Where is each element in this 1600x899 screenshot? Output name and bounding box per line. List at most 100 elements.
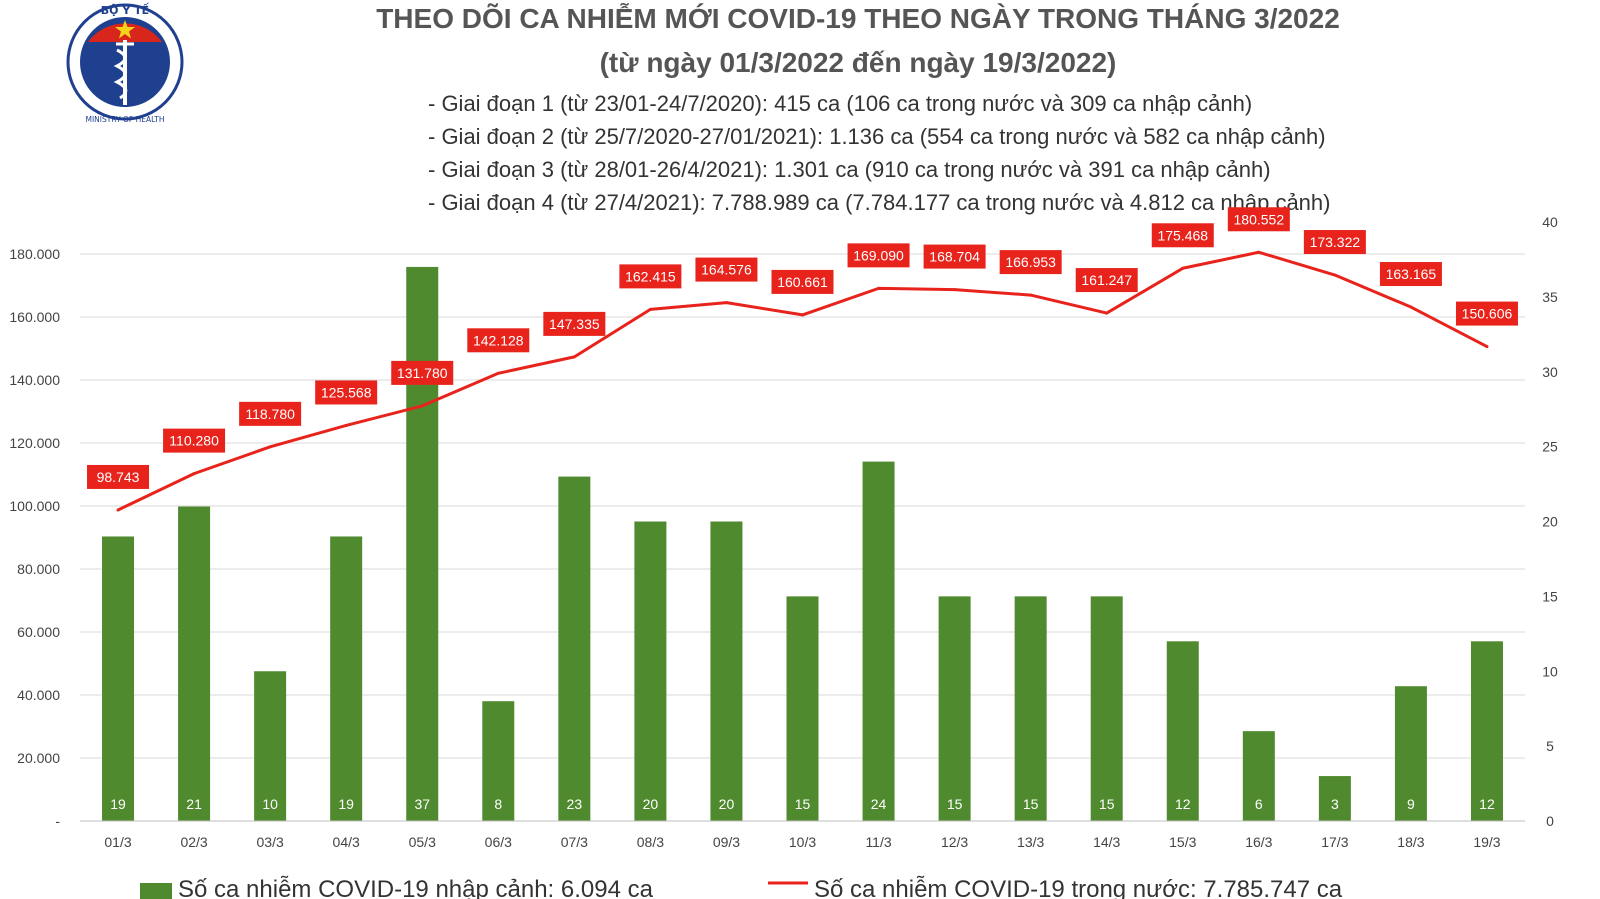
line-label-03/3: 118.780 <box>239 401 302 426</box>
bar-13/3 <box>1014 596 1047 821</box>
bar-02/3 <box>178 506 211 821</box>
line-value-label: 147.335 <box>549 316 600 332</box>
x-tick-label: 18/3 <box>1397 834 1424 850</box>
ministry-logo: BỘ Y TẾ MINISTRY OF HEALTH <box>66 2 184 124</box>
line-value-label: 166.953 <box>1005 254 1056 270</box>
bar-18/3 <box>1394 686 1427 821</box>
line-value-label: 175.468 <box>1157 227 1208 243</box>
bar-value-label: 21 <box>186 796 202 812</box>
line-point <box>420 404 424 408</box>
bar-06/3 <box>482 701 515 821</box>
right-tick-label: 15 <box>1542 588 1558 604</box>
line-point <box>1181 266 1185 270</box>
bar-value-label: 20 <box>719 796 735 812</box>
line-label-box <box>771 269 834 294</box>
line-point <box>344 423 348 427</box>
line-point <box>268 445 272 449</box>
phase-notes: - Giai đoạn 1 (từ 23/01-24/7/2020): 415 … <box>428 91 1330 215</box>
line-label-box <box>1455 301 1518 326</box>
line-label-01/3: 98.743 <box>87 464 150 489</box>
bar-value-label: 15 <box>1099 796 1115 812</box>
left-tick-label: 60.000 <box>17 624 60 640</box>
phase-note-3: - Giai đoạn 3 (từ 28/01-26/4/2021): 1.30… <box>428 157 1271 182</box>
line-label-box <box>1075 268 1138 293</box>
line-label-04/3: 125.568 <box>315 380 378 405</box>
bar-value-label: 37 <box>414 796 430 812</box>
line-label-box <box>391 360 454 385</box>
line-label-02/3: 110.280 <box>163 428 226 453</box>
x-tick-label: 14/3 <box>1093 834 1120 850</box>
bar-04/3 <box>330 536 363 821</box>
line-label-10/3: 160.661 <box>771 269 834 294</box>
x-tick-label: 02/3 <box>180 834 207 850</box>
line-value-label: 163.165 <box>1386 266 1437 282</box>
bar-value-label: 15 <box>795 796 811 812</box>
line-point <box>724 301 728 305</box>
line-label-box <box>163 428 226 453</box>
line-label-box <box>1151 223 1214 248</box>
x-tick-label: 04/3 <box>333 834 360 850</box>
logo-star-icon <box>115 20 135 39</box>
x-tick-label: 15/3 <box>1169 834 1196 850</box>
line-label-05/3: 131.780 <box>391 360 454 385</box>
right-tick-label: 30 <box>1542 364 1558 380</box>
bar-03/3 <box>254 671 287 821</box>
bar-value-label: 10 <box>262 796 278 812</box>
left-axis: - 20.000 40.000 60.000 80.000 100.000 120.000 1… <box>9 246 60 829</box>
line-point <box>1333 273 1337 277</box>
line-value-label: 173.322 <box>1310 234 1361 250</box>
line-label-09/3: 164.576 <box>695 257 758 282</box>
line-label-15/3: 175.468 <box>1151 223 1214 248</box>
line-point <box>801 313 804 317</box>
line-point <box>1105 311 1109 315</box>
line-point <box>1409 305 1413 309</box>
bar-value-label: 20 <box>643 796 659 812</box>
right-tick-label: 10 <box>1542 663 1558 679</box>
bar-value-label: 12 <box>1479 796 1495 812</box>
line-value-label: 162.415 <box>625 268 676 284</box>
line-data-labels: 98.743 110.280 118.780 125.568 131.780 142.12… <box>87 207 1518 489</box>
logo-bottom-text: MINISTRY OF HEALTH <box>85 115 164 124</box>
line-value-label: 118.780 <box>245 406 295 422</box>
bar-value-label: 9 <box>1407 796 1415 812</box>
bar-10/3 <box>786 596 819 821</box>
bar-14/3 <box>1090 596 1123 821</box>
legend-line-label: Số ca nhiễm COVID-19 trong nước: 7.785.7… <box>814 876 1343 899</box>
bar-value-label: 23 <box>567 796 583 812</box>
line-label-box <box>1303 230 1366 255</box>
x-tick-label: 07/3 <box>561 834 588 850</box>
line-label-19/3: 150.606 <box>1455 301 1518 326</box>
left-tick-label: 120.000 <box>9 435 60 451</box>
left-tick-label: 80.000 <box>17 561 60 577</box>
bar-value-label: 8 <box>494 796 502 812</box>
phase-note-2: - Giai đoạn 2 (từ 25/7/2020-27/01/2021):… <box>428 124 1326 149</box>
left-tick-label: 20.000 <box>17 750 60 766</box>
line-label-13/3: 166.953 <box>999 250 1062 275</box>
line-point <box>1257 250 1261 254</box>
right-tick-label: 20 <box>1542 514 1558 530</box>
x-tick-label: 16/3 <box>1245 834 1272 850</box>
right-tick-label: 35 <box>1542 289 1558 305</box>
line-label-12/3: 168.704 <box>923 244 986 269</box>
x-tick-label: 19/3 <box>1473 834 1500 850</box>
bar-value-label: 15 <box>1023 796 1039 812</box>
line-value-label: 168.704 <box>929 249 980 265</box>
bar-17/3 <box>1318 776 1351 821</box>
bar-01/3 <box>102 536 135 821</box>
line-value-label: 98.743 <box>97 469 140 485</box>
right-tick-label: 0 <box>1546 813 1554 829</box>
x-tick-label: 06/3 <box>485 834 512 850</box>
x-tick-label: 09/3 <box>713 834 740 850</box>
line-label-17/3: 173.322 <box>1303 230 1366 255</box>
line-label-14/3: 161.247 <box>1075 268 1138 293</box>
line-label-16/3: 180.552 <box>1227 207 1290 232</box>
bar-05/3 <box>406 266 439 821</box>
x-tick-label: 03/3 <box>257 834 284 850</box>
right-tick-label: 5 <box>1546 738 1554 754</box>
bar-value-label: 6 <box>1255 796 1263 812</box>
right-tick-label: 25 <box>1542 439 1558 455</box>
line-label-box <box>315 380 378 405</box>
line-label-box <box>1379 262 1442 287</box>
line-label-box <box>999 250 1062 275</box>
